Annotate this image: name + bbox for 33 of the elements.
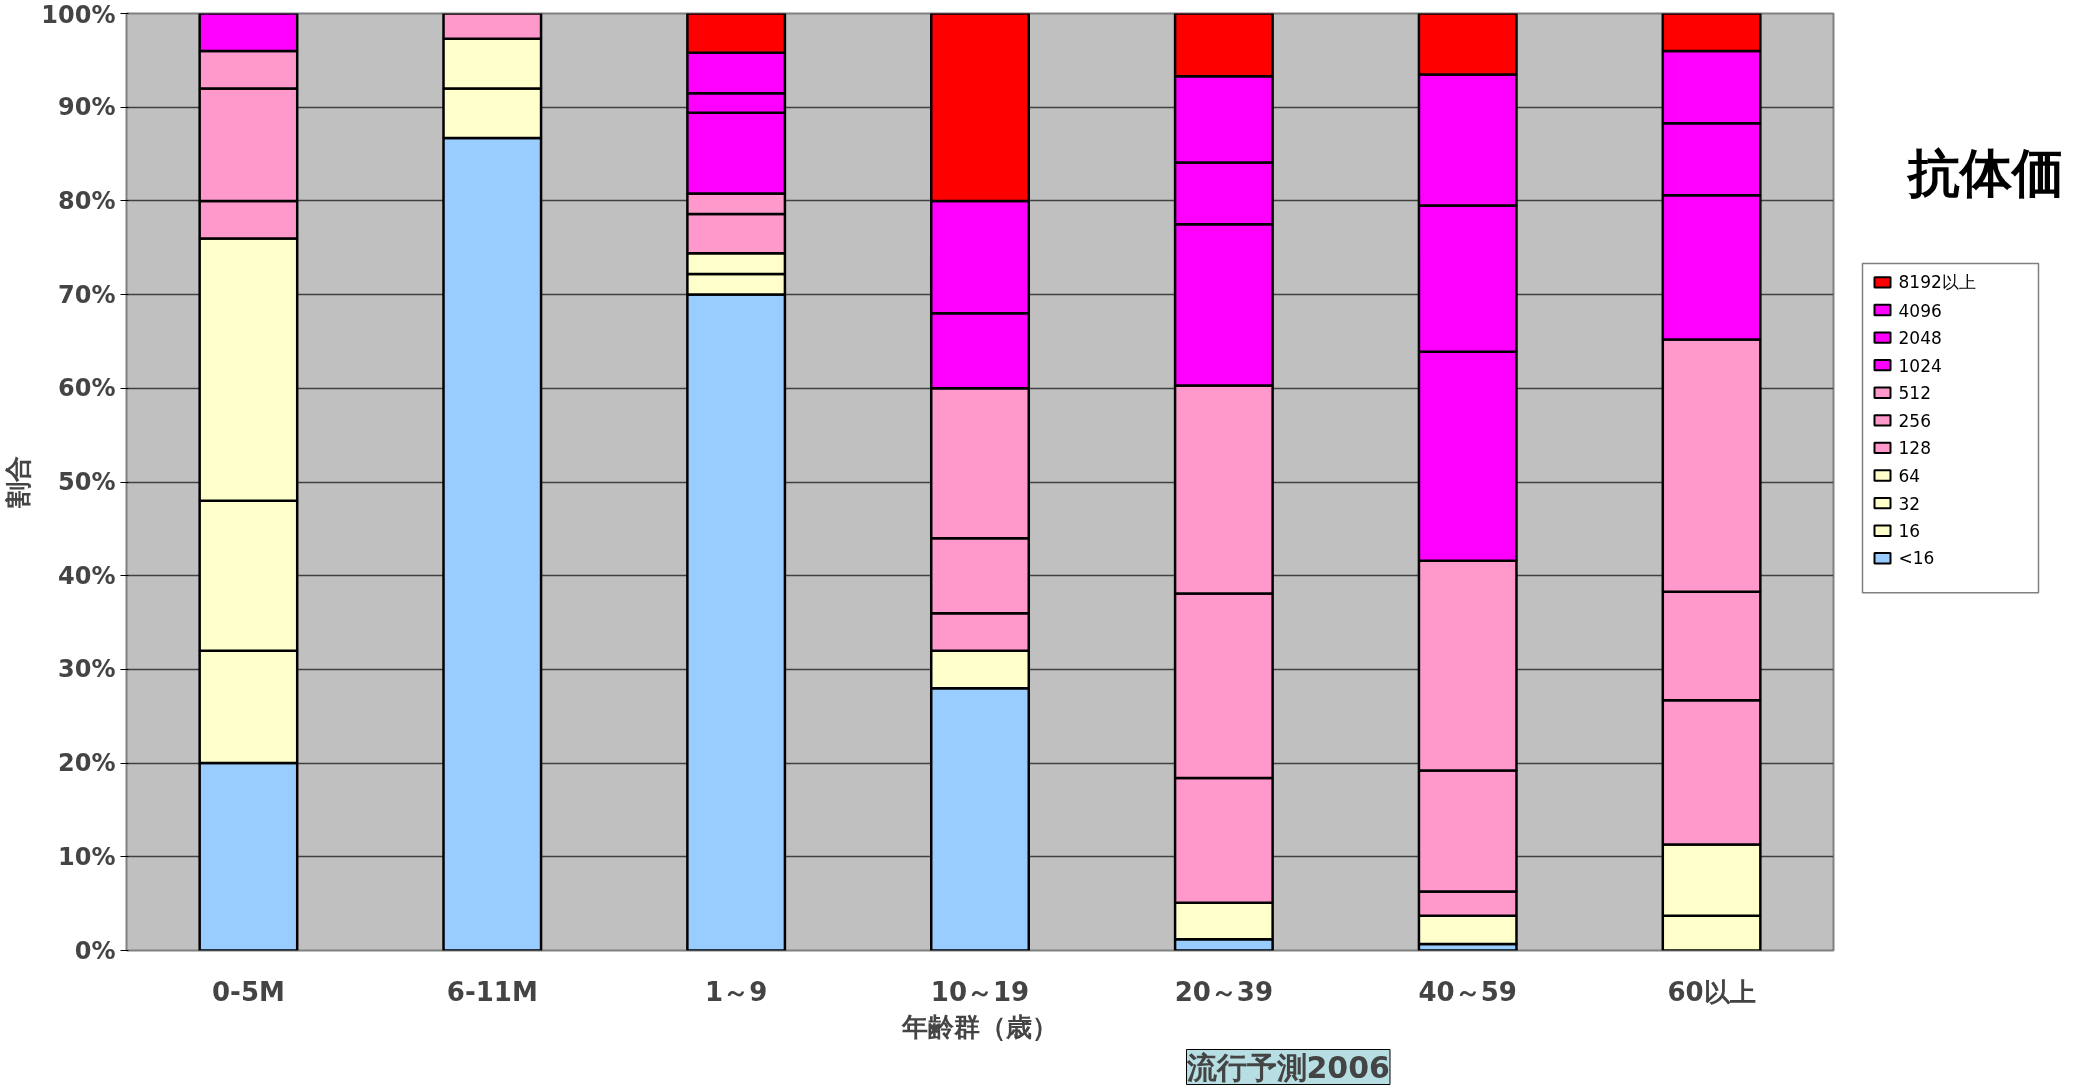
y-tick-label: 50%: [58, 468, 116, 496]
y-tick-label: 100%: [41, 0, 116, 29]
y-tick-label: 10%: [58, 842, 116, 871]
x-tick-label: 0-5M: [212, 976, 285, 1007]
x-tick-label: 60以上: [1667, 976, 1756, 1007]
y-tick-label: 90%: [58, 93, 116, 122]
y-tick-label: 0%: [74, 936, 116, 965]
y-tick-label: 30%: [58, 655, 116, 684]
y-tick-label: 20%: [58, 749, 116, 778]
x-tick-label: 6-11M: [446, 976, 538, 1007]
legend-label: 128: [1898, 438, 1931, 459]
y-tick-label: 60%: [58, 374, 116, 403]
legend-label: 16: [1898, 521, 1921, 542]
legend-label: 4096: [1898, 300, 1942, 321]
y-tick-label: 70%: [58, 280, 116, 309]
legend-label: 1024: [1898, 355, 1942, 376]
y-axis-title: 割合: [3, 456, 34, 509]
legend-label: 512: [1898, 383, 1931, 404]
legend-label: 256: [1898, 410, 1931, 431]
x-axis-title: 年齢群（歳）: [901, 1011, 1058, 1042]
x-tick-label: 1～9: [705, 976, 768, 1007]
x-tick-label: 10～19: [930, 976, 1030, 1007]
x-tick-label: 40～59: [1418, 976, 1517, 1007]
legend-label: 8192以上: [1898, 272, 1976, 293]
x-tick-label: 20～39: [1174, 976, 1274, 1007]
legend-label: 64: [1898, 466, 1921, 487]
legend-label: <16: [1898, 548, 1935, 569]
y-tick-label: 80%: [58, 186, 116, 215]
legend-label: 2048: [1898, 328, 1942, 349]
legend-label: 32: [1898, 493, 1921, 514]
legend-title: 抗体価: [1905, 142, 2064, 203]
y-tick-label: 40%: [58, 561, 116, 590]
text: 流行予測2006: [1185, 1049, 1390, 1085]
